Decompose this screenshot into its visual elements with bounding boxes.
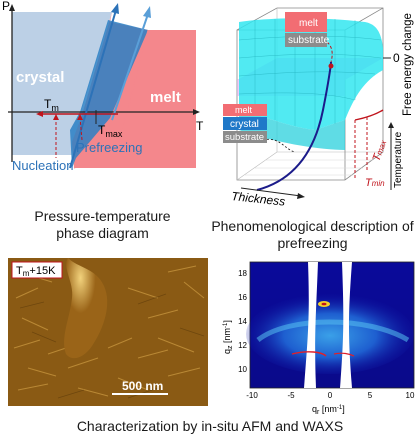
svg-text:10: 10: [238, 365, 247, 374]
svg-text:10: 10: [406, 391, 415, 400]
energy-diagram-caption: Phenomenological description of prefreez…: [211, 218, 414, 251]
melt-boundary: [73, 29, 149, 169]
phase-diagram-caption: Pressure-temperature phase diagram: [34, 208, 171, 241]
waxs-xlabel: qr [nm-1]: [312, 404, 345, 416]
svg-text:melt: melt: [299, 18, 318, 29]
svg-text:-5: -5: [287, 391, 295, 400]
zero-label: 0: [393, 51, 400, 65]
temperature-label: Temperature: [393, 131, 404, 188]
substrate-box-left: [223, 131, 267, 143]
bottom-caption: Characterization by in-situ AFM and WAXS: [76, 418, 344, 434]
svg-text:melt: melt: [235, 105, 253, 115]
beamstop-right: [340, 262, 352, 388]
svg-text:14: 14: [238, 317, 247, 326]
svg-text:16: 16: [238, 293, 247, 302]
blue-arrow-left: [69, 9, 117, 169]
nucleation-label: Nucleation: [12, 158, 73, 173]
afm-label-box: [11, 261, 63, 279]
tmin-label: Tmin: [365, 177, 385, 189]
svg-text:18: 18: [238, 269, 247, 278]
overlap-band: [70, 20, 148, 168]
afm-image: Tm+15K 500 nm: [8, 258, 208, 406]
p-axis-label: P: [2, 0, 10, 13]
crystal-region: [12, 12, 112, 155]
melt-box-top: [285, 12, 327, 32]
thickness-label: Thickness: [231, 189, 286, 209]
prefreezing-label: Prefreezing: [76, 140, 142, 155]
waxs-pattern: 18 16 14 12 10 qz [nm-1] -10 -5 0 5 10 q…: [222, 261, 415, 416]
substrate-box-top: [285, 33, 327, 47]
svg-text:substrate: substrate: [288, 35, 330, 46]
phase-diagram: P T crystal melt Tm Tmax Prefreezing Nuc…: [2, 0, 204, 173]
energy-curve: [256, 61, 332, 191]
crystal-box-left: [223, 117, 267, 130]
svg-text:crystal: crystal: [230, 119, 259, 130]
melt-label: melt: [150, 89, 181, 106]
t-axis-label: T: [196, 119, 204, 133]
afm-label: Tm+15K: [16, 265, 56, 278]
tmax-label: Tmax: [98, 123, 123, 139]
afm-scalebar-label: 500 nm: [122, 379, 163, 393]
waxs-xticks: -10 -5 0 5 10: [246, 391, 415, 400]
waxs-yticks: 18 16 14 12 10: [238, 269, 247, 374]
afm-ridge: [64, 258, 108, 359]
svg-text:substrate: substrate: [225, 132, 264, 143]
crystal-label: crystal: [16, 69, 64, 86]
svg-text:5: 5: [368, 391, 373, 400]
beamstop-left: [304, 262, 318, 388]
waxs-ylabel: qz [nm-1]: [222, 320, 234, 354]
afm-texture: [13, 265, 205, 397]
svg-text:12: 12: [238, 341, 247, 350]
tmax-label: Tmax: [371, 137, 390, 163]
melt-box-left: [223, 104, 267, 116]
energy-diagram: melt substrate melt crystal substrate 0 …: [223, 7, 414, 209]
svg-text:-10: -10: [246, 391, 258, 400]
blue-arrow-right: [111, 13, 149, 121]
svg-text:0: 0: [328, 391, 333, 400]
tm-label: Tm: [44, 97, 59, 113]
free-energy-label: Free energy change: [402, 13, 414, 116]
